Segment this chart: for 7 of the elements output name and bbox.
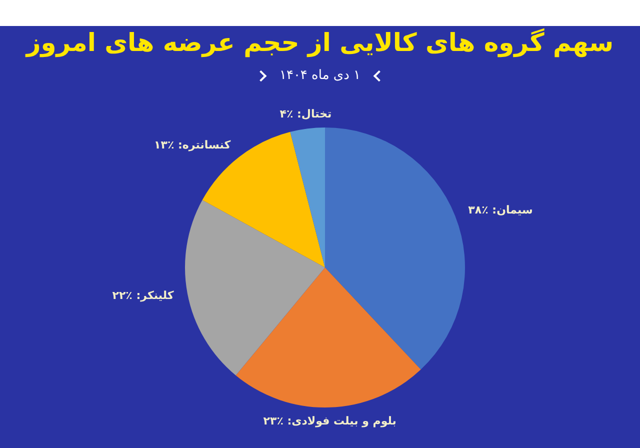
- slice-label: سیمان: ٪۳۸: [468, 204, 533, 217]
- slice-label: بلوم و بیلت فولادی: ٪۲۳: [263, 414, 396, 428]
- slice-label: کلینکر: ٪۲۲: [112, 289, 174, 302]
- chart-subtitle: ۱ دی ماه ۱۴۰۴: [279, 68, 361, 83]
- slice-label: کنسانتره: ٪۱۳: [154, 138, 232, 152]
- chart-title: سهم گروه های کالایی از حجم عرضه های امروز: [24, 28, 615, 57]
- slice-label: تختال: ٪۴: [280, 108, 332, 121]
